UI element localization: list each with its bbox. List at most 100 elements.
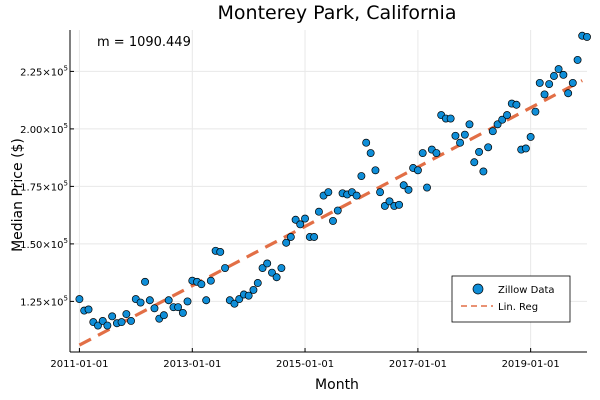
grid (70, 30, 587, 352)
data-point (540, 90, 549, 99)
data-point (371, 166, 380, 175)
data-point (197, 280, 206, 289)
data-point (333, 206, 342, 215)
legend-label-zillow: Zillow Data (498, 285, 555, 296)
y-tick-label: 1.50×105 (20, 237, 68, 251)
data-point (460, 130, 469, 139)
data-point (253, 279, 262, 287)
y-tick-label: 2.00×105 (20, 122, 68, 136)
y-axis-title: Median Price ($) (10, 138, 26, 252)
data-point (385, 197, 394, 206)
data-point (324, 188, 333, 197)
data-point (432, 149, 441, 157)
data-point (258, 264, 267, 272)
x-axis-title: Month (315, 377, 359, 393)
slope-annotation: m = 1090.449 (97, 35, 191, 50)
data-point (159, 311, 168, 320)
data-point (465, 120, 474, 129)
data-point (235, 295, 244, 304)
x-tick-labels: 2011-01-01 2013-01-01 2015-01-01 2017-01-01… (50, 359, 559, 370)
data-point (108, 312, 117, 321)
data-point (94, 321, 102, 330)
data-point (127, 317, 135, 325)
y-tick-label: 1.25×105 (20, 294, 68, 308)
data-point (521, 144, 530, 153)
data-point (479, 167, 488, 176)
data-point (178, 308, 187, 317)
data-point (484, 143, 493, 152)
data-point (145, 296, 154, 305)
data-point (531, 107, 540, 116)
data-point (399, 181, 408, 190)
legend-label-linreg: Lin. Reg (498, 302, 538, 313)
data-point (456, 138, 465, 147)
data-point (301, 214, 309, 223)
data-point (446, 114, 455, 123)
data-point (117, 318, 126, 327)
y-tick-labels: 1.25×105 1.50×105 1.75×105 2.00×105 2.25×105 (20, 64, 68, 308)
data-point (573, 55, 582, 64)
data-point (550, 72, 558, 80)
data-point (291, 215, 300, 224)
data-point (545, 80, 554, 89)
data-point (277, 264, 286, 272)
data-point (84, 305, 93, 314)
legend-box (451, 275, 571, 323)
data-point (202, 296, 211, 305)
data-point (141, 277, 149, 286)
data-point (272, 273, 281, 282)
data-point (216, 247, 225, 256)
data-point (314, 207, 323, 216)
data-point (559, 70, 568, 79)
data-point (362, 138, 371, 147)
data-point (503, 111, 511, 120)
data-point (395, 200, 404, 209)
data-point (404, 185, 413, 194)
x-tick-label: 2015-01-01 (276, 359, 334, 370)
data-point (122, 310, 131, 318)
data-point (329, 216, 337, 225)
data-point (296, 220, 305, 229)
data-point (564, 89, 573, 98)
chart-title: Monterey Park, California (218, 2, 457, 24)
data-point (268, 268, 276, 277)
data-point (263, 259, 272, 268)
data-point (150, 304, 159, 313)
data-point (244, 291, 253, 300)
data-point (568, 78, 577, 87)
data-point (451, 131, 460, 140)
data-point (512, 100, 521, 109)
data-point (249, 285, 258, 294)
data-point (164, 296, 173, 305)
data-point (174, 303, 183, 312)
data-point (470, 158, 479, 167)
data-point (206, 276, 215, 285)
data-point (583, 32, 591, 41)
data-point (366, 149, 375, 157)
y-tick-label: 2.25×105 (20, 64, 68, 78)
data-point (98, 317, 107, 325)
data-point (380, 201, 389, 210)
data-point (413, 166, 422, 175)
data-point (103, 321, 112, 330)
data-point (376, 188, 385, 197)
data-point (282, 238, 291, 247)
x-tick-label: 2013-01-01 (163, 359, 221, 370)
data-point (418, 149, 427, 157)
data-point (475, 147, 484, 156)
data-point (535, 78, 544, 87)
data-point (493, 120, 502, 129)
x-tick-label: 2011-01-01 (50, 359, 108, 370)
data-point (357, 172, 366, 180)
data-point (423, 183, 431, 192)
data-point (75, 295, 84, 304)
data-point (183, 297, 192, 306)
y-tick-label: 1.75×105 (20, 179, 68, 193)
data-point (221, 264, 229, 272)
data-point (352, 191, 361, 200)
legend-marker-zillow (472, 283, 484, 295)
data-point (498, 115, 507, 124)
data-point (310, 233, 319, 241)
x-tick-label: 2017-01-01 (389, 359, 447, 370)
